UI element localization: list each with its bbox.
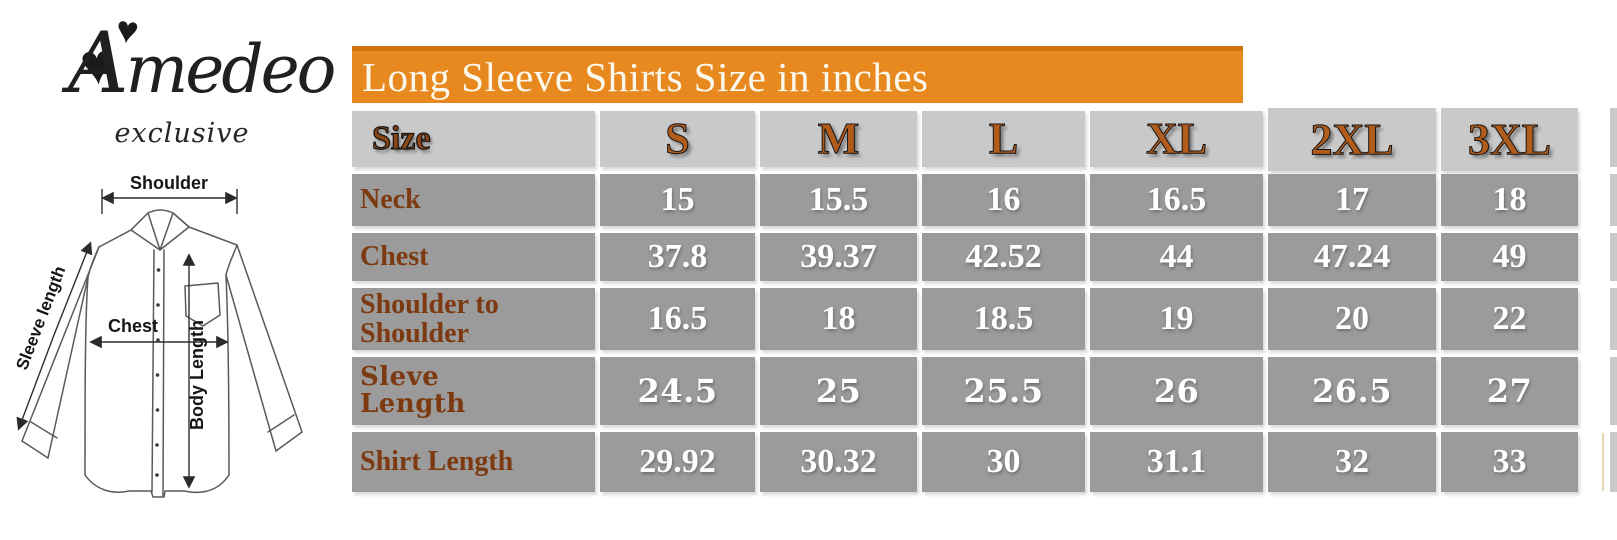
brand-name: Amedeo (68, 14, 336, 112)
table-cell: 25 (760, 357, 917, 425)
chest-label: Chest (108, 316, 158, 336)
size-m-text: M (817, 114, 860, 163)
artifact-line (1602, 433, 1604, 491)
table-cell: 49 (1441, 233, 1578, 281)
table-cell: 42.52 (922, 233, 1085, 281)
table-cell: 22 (1441, 288, 1578, 350)
header-size-corner: Size (352, 111, 595, 167)
size-s-text: S (665, 114, 691, 163)
body-length-label: Body Length (187, 320, 207, 430)
shirt-measurement-diagram: Shoulder Sleeve length Chest Body Length (12, 173, 303, 498)
table-cell: 18 (760, 288, 917, 350)
table-cell: 37.8 (600, 233, 755, 281)
header-size-l: L (922, 111, 1085, 167)
header-size-m: M (760, 111, 917, 167)
table-cell: 25.5 (922, 357, 1085, 425)
size-xl-text: XL (1145, 114, 1208, 163)
table-cell: 31.1 (1090, 432, 1263, 492)
table-cell: 24.5 (600, 357, 755, 425)
brand-logo: ♥ ♥ Amedeo exclusive (30, 6, 336, 171)
table-cell: 30.32 (760, 432, 917, 492)
table-cell: 29.92 (600, 432, 755, 492)
table-cell: 18 (1441, 174, 1578, 226)
size-3xl-text: 3XL (1467, 114, 1552, 164)
row-label-neck: Neck (352, 174, 595, 226)
sliver-segment (1610, 174, 1617, 226)
table-cell: 20 (1268, 288, 1436, 350)
row-label-shoulder-to-shoulder: Shoulder to Shoulder (352, 288, 595, 350)
table-cell: 18.5 (922, 288, 1085, 350)
sliver-segment (1610, 288, 1617, 350)
table-cell: 17 (1268, 174, 1436, 226)
table-cell: 16.5 (1090, 174, 1263, 226)
cropped-column-sliver (1610, 108, 1617, 492)
brand-tagline: exclusive (114, 118, 250, 149)
table-title-bar: Long Sleeve Shirts Size in inches (352, 46, 1243, 103)
table-cell: 15.5 (760, 174, 917, 226)
table-cell: 19 (1090, 288, 1263, 350)
table-cell: 15 (600, 174, 755, 226)
size-l-text: L (988, 114, 1019, 163)
table-cell: 26.5 (1268, 357, 1436, 425)
header-size-s: S (600, 111, 755, 167)
table-cell: 27 (1441, 357, 1578, 425)
sliver-segment (1610, 432, 1617, 492)
sliver-segment (1610, 233, 1617, 281)
header-size-3xl: 3XL (1441, 108, 1578, 171)
table-cell: 39.37 (760, 233, 917, 281)
table-cell: 26 (1090, 357, 1263, 425)
row-label-chest: Chest (352, 233, 595, 281)
table-cell: 30 (922, 432, 1085, 492)
table-cell: 47.24 (1268, 233, 1436, 281)
header-size-label: Size (371, 120, 431, 157)
size-chart-table-area: Long Sleeve Shirts Size in inches Size S… (352, 46, 1578, 492)
header-size-2xl: 2XL (1268, 108, 1436, 171)
shoulder-label: Shoulder (130, 173, 208, 193)
row-label-text: Shoulder to Shoulder (360, 288, 499, 349)
table-cell: 44 (1090, 233, 1263, 281)
table-cell: 33 (1441, 432, 1578, 492)
measurement-arrows (16, 189, 238, 489)
table-cell: 32 (1268, 432, 1436, 492)
table-cell: 16 (922, 174, 1085, 226)
header-size-xl: XL (1090, 111, 1263, 167)
table-cell: 16.5 (600, 288, 755, 350)
row-label-shirt-length: Shirt Length (352, 432, 595, 492)
sliver-segment (1610, 108, 1617, 167)
sliver-segment (1610, 357, 1617, 425)
row-label-sleve-length: Sleve Length (352, 357, 595, 425)
shirt-outline (21, 209, 303, 498)
row-label-text: Sleve Length (360, 361, 466, 419)
table-title: Long Sleeve Shirts Size in inches (362, 54, 929, 100)
size-2xl-text: 2XL (1310, 114, 1394, 164)
size-table: Size S M L XL 2XL 3XL Neck 15 15.5 (352, 108, 1578, 492)
